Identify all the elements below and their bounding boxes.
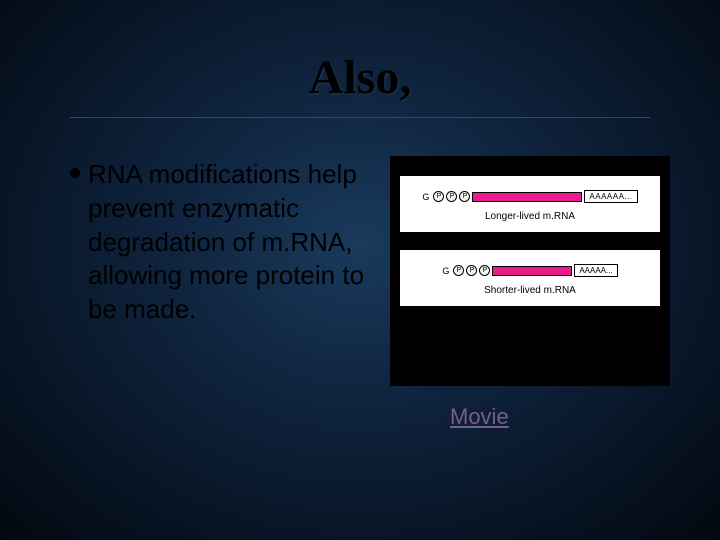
p-circle-icon: P (433, 191, 444, 202)
rna-row-2: G P P P AAAAA... (406, 264, 654, 277)
p-circle-icon: P (446, 191, 457, 202)
right-area: G P P P AAAAAA... Longer-lived m.RNA G P… (390, 148, 670, 430)
p-circle-icon: P (453, 265, 464, 276)
bullet-text: RNA modifications help prevent enzymatic… (88, 158, 370, 327)
p-circle-icon: P (459, 191, 470, 202)
caption-1: Longer-lived m.RNA (406, 211, 654, 222)
diagram-panel-1: G P P P AAAAAA... Longer-lived m.RNA (400, 176, 660, 232)
g-label-2: G (442, 266, 449, 276)
bullet-area: RNA modifications help prevent enzymatic… (70, 148, 370, 430)
movie-link[interactable]: Movie (410, 404, 509, 430)
rna-bar-long (472, 192, 582, 202)
content-area: RNA modifications help prevent enzymatic… (60, 148, 660, 430)
rna-row-1: G P P P AAAAAA... (406, 190, 654, 203)
polya-tail-short: AAAAA... (574, 264, 617, 277)
rna-bar-short (492, 266, 572, 276)
title-underline (70, 117, 650, 118)
bullet-dot-icon (70, 168, 80, 178)
slide-container: Also, RNA modifications help prevent enz… (0, 0, 720, 540)
caption-2: Shorter-lived m.RNA (406, 285, 654, 296)
g-label-1: G (422, 192, 429, 202)
diagram-panel-2: G P P P AAAAA... Shorter-lived m.RNA (400, 250, 660, 306)
slide-title: Also, (60, 50, 660, 105)
polya-tail-long: AAAAAA... (584, 190, 637, 203)
rna-diagram: G P P P AAAAAA... Longer-lived m.RNA G P… (390, 156, 670, 386)
bullet-item: RNA modifications help prevent enzymatic… (70, 158, 370, 327)
p-circle-icon: P (479, 265, 490, 276)
p-circle-icon: P (466, 265, 477, 276)
